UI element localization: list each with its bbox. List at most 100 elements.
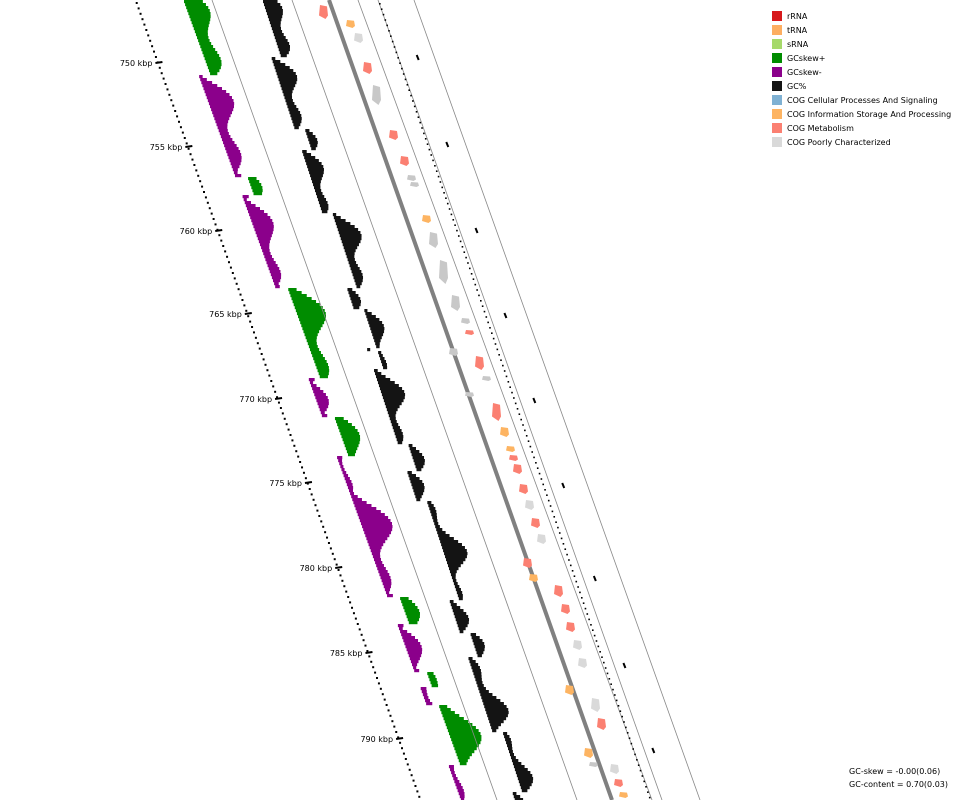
outer-tick-dot — [522, 424, 524, 426]
outer-tick-dot — [435, 170, 438, 172]
gc-skew-plus-bar — [450, 735, 482, 739]
legend-swatch — [772, 95, 782, 105]
ruler-dot — [397, 736, 400, 739]
ruler-dot — [395, 731, 398, 733]
gc-content-bar — [306, 162, 322, 166]
gc-skew-minus-bar — [365, 534, 390, 538]
gc-skew-minus-bar — [317, 402, 329, 406]
gc-content-bar — [374, 339, 381, 343]
legend-swatch — [772, 81, 782, 91]
ruler-dot — [270, 380, 273, 382]
gc-content-bar — [514, 798, 524, 800]
gene-arrow — [407, 175, 416, 181]
ruler-dot — [372, 666, 375, 669]
gc-skew-minus-bar — [316, 399, 329, 403]
gene-arrow — [449, 348, 458, 356]
gc-content-bar — [353, 276, 364, 280]
gc-content-bar — [407, 471, 412, 475]
gc-skew-plus-bar — [400, 597, 409, 601]
gc-content-bar — [410, 480, 423, 484]
gc-skew-plus-bar — [295, 309, 325, 313]
ruler-dot — [356, 623, 359, 625]
gc-skew-plus-bar — [195, 33, 208, 37]
gc-skew-plus-bar — [248, 177, 257, 181]
legend-label: GC% — [787, 81, 807, 91]
gc-skew-plus-bar — [404, 609, 420, 613]
gc-skew-minus-bar — [258, 240, 270, 244]
gc-skew-minus-bar — [248, 210, 265, 214]
ruler-dot — [274, 390, 277, 393]
gc-content-bar — [382, 396, 405, 400]
gc-skew-minus-bar — [275, 285, 280, 289]
outer-tick-dot — [498, 354, 500, 356]
ruler-dot — [239, 293, 242, 296]
gene-arrow — [597, 718, 606, 730]
gene-arrow — [529, 574, 538, 582]
outer-major-tick — [415, 54, 420, 61]
gc-content-bar — [352, 273, 363, 277]
gc-skew-minus-bar — [421, 690, 427, 694]
gc-content-bar — [380, 390, 405, 394]
gc-skew-minus-bar — [312, 387, 321, 391]
gc-content-bar — [480, 693, 493, 697]
gc-skew-minus-bar — [355, 507, 377, 511]
legend-item: COG Poorly Characterized — [772, 135, 951, 149]
ruler-dot — [249, 320, 252, 323]
gc-content-bar — [263, 3, 281, 7]
gc-skew-plus-bar — [203, 54, 220, 58]
gc-content-bar — [276, 42, 290, 46]
outer-major-tick — [445, 141, 450, 148]
outer-tick-dot — [623, 721, 625, 723]
gc-skew-plus-bar — [210, 72, 218, 76]
ruler-dot — [402, 752, 405, 755]
outer-tick-dot — [445, 197, 447, 199]
ruler-dot — [316, 509, 319, 512]
gc-content-bar — [415, 465, 424, 469]
gc-skew-minus-bar — [359, 519, 391, 523]
gc-content-bar — [430, 510, 437, 514]
gc-content-bar — [507, 744, 513, 748]
gc-skew-minus-bar — [251, 219, 273, 223]
gc-content-bar — [280, 84, 296, 88]
gc-content-bar — [411, 453, 423, 457]
track-guide-lines — [211, 0, 701, 800]
outer-tick-dot — [419, 121, 422, 124]
genome-stats: GC-skew = -0.00(0.06) GC-content = 0.70(… — [849, 765, 948, 791]
gc-content-bar — [483, 702, 504, 706]
gc-content-bar — [446, 558, 466, 562]
gc-skew-minus-bar — [224, 144, 237, 148]
gc-skew-plus-bar — [289, 291, 302, 295]
ruler-major-tick — [304, 481, 313, 484]
gc-content-bar — [385, 405, 400, 409]
gene-arrow — [619, 792, 628, 798]
ruler-dot — [399, 741, 402, 744]
gc-skew-minus-bar — [227, 153, 242, 157]
gc-content-bar — [316, 195, 325, 199]
gc-content-bar — [278, 78, 298, 82]
ruler-dot — [237, 288, 240, 291]
gc-skew-plus-bar — [205, 60, 222, 64]
outer-tick-dot — [507, 381, 510, 383]
gc-skew-plus-bar — [441, 711, 455, 715]
ruler-dot — [154, 56, 157, 58]
outer-tick-dot — [580, 597, 583, 599]
ruler-label: 785 kbp — [330, 649, 363, 658]
outer-tick-dot — [500, 359, 502, 361]
gc-content-bar — [411, 483, 424, 487]
gc-content-bar — [454, 585, 460, 589]
ruler-dot — [135, 2, 138, 4]
ruler-dot — [210, 212, 213, 215]
gc-content-bar — [265, 9, 283, 13]
outer-tick-dot — [582, 602, 585, 604]
gc-content-bar — [306, 132, 313, 136]
gc-content-bar — [504, 735, 510, 739]
outer-tick-dot — [511, 391, 513, 394]
gc-skew-plus-bar — [431, 684, 439, 688]
gc-skew-minus-bar — [346, 483, 353, 487]
gc-skew-minus-bar — [352, 498, 362, 502]
outer-tick-dot — [468, 267, 471, 270]
ruler-dot — [185, 142, 188, 145]
gc-skew-minus-bar — [318, 405, 329, 409]
gc-content-bar — [353, 306, 360, 310]
gc-skew-minus-bar — [383, 585, 391, 589]
